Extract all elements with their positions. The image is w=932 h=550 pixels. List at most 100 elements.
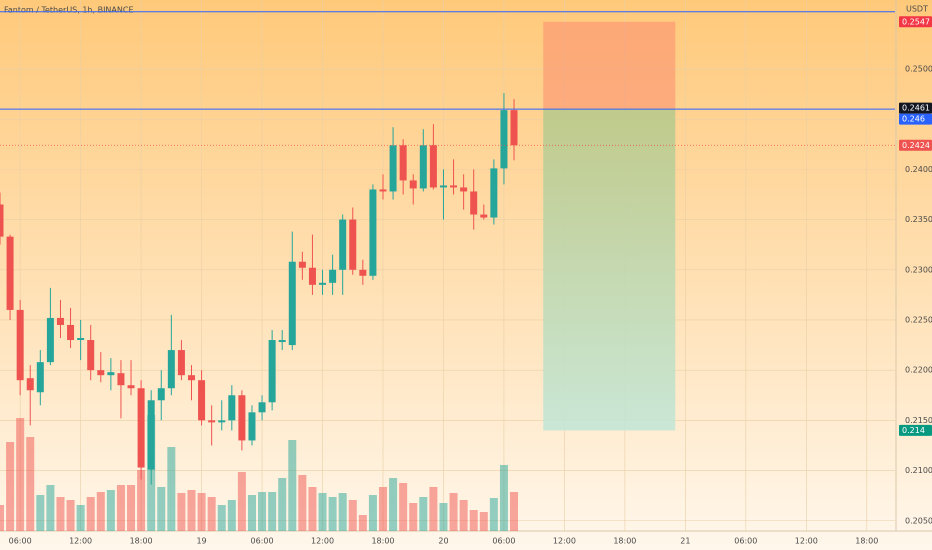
position-reward-zone (543, 109, 676, 431)
y-tick-label: 0.2300 (905, 265, 932, 274)
y-tick-label: 0.2500 (905, 64, 932, 73)
volume-bar (338, 493, 347, 531)
candle-body (399, 145, 407, 181)
volume-bar (56, 497, 65, 531)
volume-bar (298, 475, 307, 531)
volume-bar (258, 492, 267, 531)
candle-body (470, 191, 478, 215)
volume-bar (36, 495, 45, 531)
candle-body (268, 340, 276, 403)
x-tick-label: 12:00 (795, 537, 818, 546)
candle-body (87, 340, 95, 371)
candle-body (6, 236, 14, 310)
candle-body (258, 402, 266, 413)
y-tick-label: 0.2050 (905, 516, 932, 525)
y-tick-label: 0.2100 (905, 466, 932, 475)
volume-bar (268, 492, 277, 531)
price-label-box (899, 139, 932, 151)
volume-bar (358, 515, 367, 531)
candle-body (67, 324, 75, 341)
volume-bar (429, 487, 438, 531)
volume-bar (86, 497, 95, 531)
price-label: 0.214 (902, 426, 925, 435)
volume-bar (106, 490, 115, 531)
x-tick-label: 18:00 (371, 537, 394, 546)
candle-body (36, 362, 44, 393)
volume-bar (187, 490, 196, 531)
candle-body (419, 145, 427, 189)
x-tick-label: 06:00 (492, 537, 515, 546)
volume-bar (419, 497, 428, 531)
volume-bar (399, 483, 408, 531)
volume-bar (389, 478, 398, 531)
x-tick-label: 18:00 (130, 537, 153, 546)
price-label-box (899, 113, 932, 125)
candle-body (308, 267, 316, 285)
candle-body (319, 282, 327, 285)
y-tick-label: 0.2200 (905, 366, 932, 375)
price-label-box (899, 102, 932, 114)
candle-body (0, 204, 4, 237)
candle-body (187, 375, 195, 381)
volume-bar (26, 437, 35, 531)
volume-bar (288, 440, 297, 531)
candle-body (450, 185, 458, 188)
candle-body (208, 420, 216, 423)
candle-body (127, 385, 135, 389)
candle-body (490, 168, 498, 218)
volume-bar (16, 418, 25, 531)
x-tick-label: 06:00 (734, 537, 757, 546)
volume-bar (368, 495, 377, 531)
candle-body (218, 420, 226, 423)
volume-bar (127, 485, 136, 531)
candle-body (228, 395, 236, 421)
candle-body (349, 219, 357, 270)
price-label: 0.2461 (902, 104, 930, 113)
candle-body (298, 261, 306, 268)
volume-bar (247, 495, 256, 531)
volume-bar (510, 492, 519, 531)
candle-body (439, 185, 447, 188)
candle-body (369, 189, 377, 276)
candle-body (359, 269, 367, 276)
chart-title: Fantom / TetherUS, 1h, BINANCE (4, 6, 134, 15)
candle-body (238, 395, 246, 441)
candle-body (198, 380, 206, 421)
volume-bar (6, 442, 15, 531)
y-tick-label: 0.2150 (905, 416, 932, 425)
candle-body (389, 145, 397, 192)
volume-bar (499, 465, 508, 531)
price-label: 0.2424 (902, 141, 930, 150)
x-tick-label: 18:00 (613, 537, 636, 546)
price-label: 0.246 (902, 115, 925, 124)
x-tick-label: 19 (196, 537, 206, 546)
volume-bar (66, 500, 75, 531)
volume-bar (469, 510, 478, 531)
x-tick-label: 06:00 (9, 537, 32, 546)
x-tick-label: 20 (438, 537, 448, 546)
volume-bar (278, 478, 287, 531)
candle-body (56, 317, 64, 325)
y-tick-label: 0.2250 (905, 315, 932, 324)
candle-body (429, 145, 437, 188)
volume-bar (167, 447, 176, 531)
volume-bar (207, 497, 216, 531)
candle-body (167, 350, 175, 389)
candle-body (460, 187, 468, 192)
price-label-box (899, 16, 932, 28)
candle-body (107, 372, 115, 376)
volume-bar (459, 500, 468, 531)
candle-body (157, 388, 165, 401)
candle-body (510, 110, 518, 146)
volume-bar (137, 470, 146, 531)
candle-body (248, 412, 256, 441)
candle-body (26, 378, 34, 391)
volume-bar (197, 493, 206, 531)
currency: USDT (906, 5, 928, 14)
volume-bar (76, 505, 85, 531)
volume-bar (348, 500, 357, 531)
position-risk-zone (543, 21, 676, 110)
candle-body (137, 388, 145, 468)
volume-bar (378, 487, 387, 531)
